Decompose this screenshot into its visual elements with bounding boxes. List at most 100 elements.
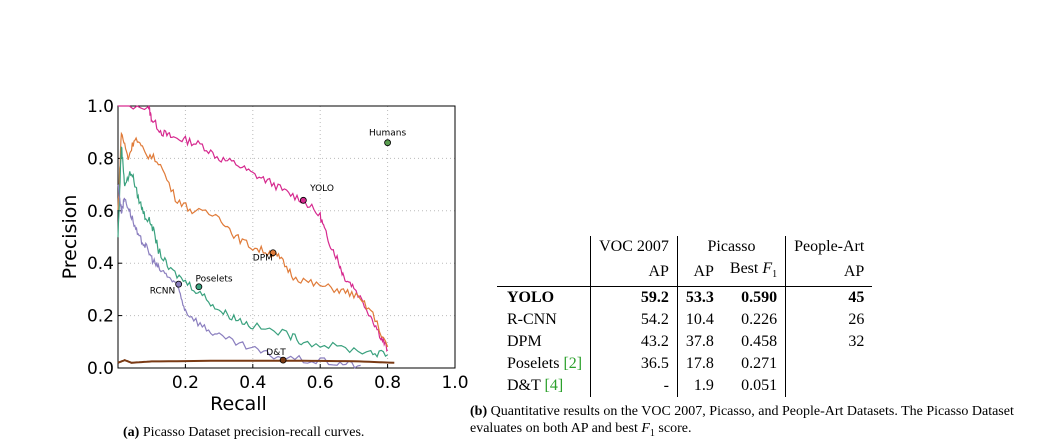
- figure-a: 0.2 0.4 0.6 0.8 1.0 0.0 0.2 0.4 0.6 0.8 1.0 Recall P…: [0, 0, 470, 447]
- series-marker-poselets: [195, 283, 203, 291]
- method-cell-text: Poselets: [507, 355, 564, 373]
- y-tick-label: 0.2: [87, 307, 114, 327]
- x-tick-label: 0.8: [374, 373, 401, 393]
- header-voc2007: VOC 2007: [590, 236, 678, 258]
- picasso-ap-cell-text: 1.9: [693, 377, 714, 395]
- picasso-ap-cell-text: 53.3: [685, 289, 714, 307]
- caption-b-text-2: score.: [654, 421, 692, 436]
- plot-frame: [117, 105, 456, 369]
- voc-ap-cell: 36.5: [590, 353, 678, 376]
- humans-label: Humans: [369, 129, 406, 139]
- picasso-f1-cell-text: 0.051: [741, 377, 778, 395]
- voc-ap-cell: -: [590, 375, 678, 398]
- picasso-f1-cell: 0.458: [722, 331, 786, 353]
- series-line-dpm: [117, 131, 389, 348]
- picasso-f1-cell: 0.226: [722, 309, 786, 331]
- method-cell-text: DPM: [507, 333, 542, 351]
- people-art-ap-cell: 26: [785, 309, 873, 332]
- people-art-ap-cell: 32: [785, 331, 873, 354]
- table-body: YOLO 59.2 53.3 0.590 45 R-CNN 54.2 10.4 0.226 26 D…: [497, 286, 873, 398]
- picasso-ap-cell: 37.8: [676, 331, 722, 354]
- series-line-rcnn: [117, 183, 361, 369]
- picasso-ap-cell: 53.3: [676, 286, 722, 310]
- x-tick-label: 0.6: [307, 373, 334, 393]
- x-tick-label: 1.0: [441, 373, 468, 393]
- results-table: VOC 2007 Picasso People-Art AP AP Best F…: [497, 236, 873, 398]
- picasso-ap-cell-text: 37.8: [685, 333, 714, 351]
- voc-ap-cell: 59.2: [590, 286, 678, 310]
- method-cell: DPM: [497, 331, 591, 353]
- method-cell: R-CNN: [497, 309, 591, 331]
- series-marker-yolo: [299, 196, 307, 204]
- people-art-ap-cell: [785, 353, 873, 376]
- subheader-f: F: [762, 260, 773, 277]
- picasso-f1-cell: 0.271: [722, 353, 786, 375]
- caption-a-label: (a): [123, 425, 140, 440]
- picasso-f1-cell: 0.051: [722, 375, 786, 397]
- subheader-picasso-best-f1: Best F1: [721, 258, 786, 288]
- picasso-f1-cell-text: 0.226: [741, 311, 778, 329]
- method-cell: Poselets [2]: [497, 353, 591, 375]
- table-row: Poselets [2] 36.5 17.8 0.271: [497, 353, 873, 376]
- humans-marker: [384, 139, 392, 147]
- voc-ap-cell-text: 43.2: [640, 333, 669, 351]
- series-label: RCNN: [150, 286, 176, 296]
- x-tick-label: 0.4: [239, 373, 266, 393]
- series-label: Poselets: [196, 275, 233, 285]
- table-row: D&T [4] - 1.9 0.051: [497, 375, 873, 398]
- voc-ap-cell-text: -: [663, 377, 669, 395]
- method-cell-text: YOLO: [507, 289, 555, 307]
- citation-link[interactable]: [2]: [563, 355, 583, 373]
- caption-b-f: F: [641, 421, 650, 436]
- people-art-ap-cell-text: 45: [848, 289, 865, 307]
- subheader-sub: 1: [772, 269, 778, 281]
- table-row: YOLO 59.2 53.3 0.590 45: [497, 286, 873, 310]
- people-art-ap-cell: [785, 375, 873, 398]
- caption-b-text-1: Quantitative results on the VOC 2007, Pi…: [470, 404, 1014, 436]
- picasso-ap-cell-text: 10.4: [685, 311, 714, 329]
- x-tick-label: 0.2: [172, 373, 199, 393]
- people-art-ap-cell: 45: [785, 286, 873, 310]
- picasso-ap-cell-text: 17.8: [685, 355, 714, 373]
- picasso-f1-cell-text: 0.458: [741, 333, 778, 351]
- method-cell: D&T [4]: [497, 375, 591, 397]
- y-tick-label: 0.0: [87, 359, 114, 379]
- series-marker-rcnn: [175, 280, 183, 288]
- table-row: DPM 43.2 37.8 0.458 32: [497, 331, 873, 354]
- header-picasso: Picasso: [676, 236, 786, 258]
- method-cell-text: D&T: [507, 377, 545, 395]
- caption-b: (b) Quantitative results on the VOC 2007…: [470, 403, 1030, 442]
- series-marker-dt: [279, 356, 287, 364]
- picasso-f1-cell-text: 0.271: [741, 355, 778, 373]
- y-tick-label: 1.0: [87, 97, 114, 117]
- picasso-ap-cell: 1.9: [676, 375, 722, 398]
- subheader-picasso-ap: AP: [676, 258, 722, 288]
- series-line-dt: [117, 358, 395, 364]
- caption-b-label: (b): [470, 404, 488, 419]
- voc-ap-cell-text: 36.5: [640, 355, 669, 373]
- series-label: D&T: [266, 348, 286, 358]
- caption-a: (a) Picasso Dataset precision-recall cur…: [123, 424, 364, 441]
- x-axis-title: Recall: [210, 393, 267, 415]
- picasso-f1-cell: 0.590: [722, 287, 786, 310]
- voc-ap-cell: 43.2: [590, 331, 678, 354]
- method-cell-text: R-CNN: [507, 311, 557, 329]
- subheader-best-text: Best: [729, 260, 763, 277]
- caption-a-text: Picasso Dataset precision-recall curves.: [139, 425, 365, 440]
- series-line-poselets: [117, 146, 388, 358]
- series-line-yolo: [118, 104, 389, 352]
- table-row: R-CNN 54.2 10.4 0.226 26: [497, 309, 873, 332]
- caption-b-sub: 1: [649, 427, 655, 439]
- subheader-people-ap: AP: [785, 258, 873, 288]
- series-label: YOLO: [309, 184, 334, 194]
- series-label: DPM: [253, 254, 273, 264]
- picasso-ap-cell: 10.4: [676, 309, 722, 332]
- method-cell: YOLO: [497, 287, 591, 310]
- series-marker-dpm: [269, 249, 277, 257]
- y-axis-title: Precision: [59, 195, 81, 280]
- y-tick-label: 0.6: [87, 202, 114, 222]
- picasso-f1-cell-text: 0.590: [741, 289, 778, 307]
- citation-link[interactable]: [4]: [544, 377, 564, 395]
- subheader-voc-ap: AP: [590, 258, 678, 288]
- voc-ap-cell-text: 59.2: [640, 289, 669, 307]
